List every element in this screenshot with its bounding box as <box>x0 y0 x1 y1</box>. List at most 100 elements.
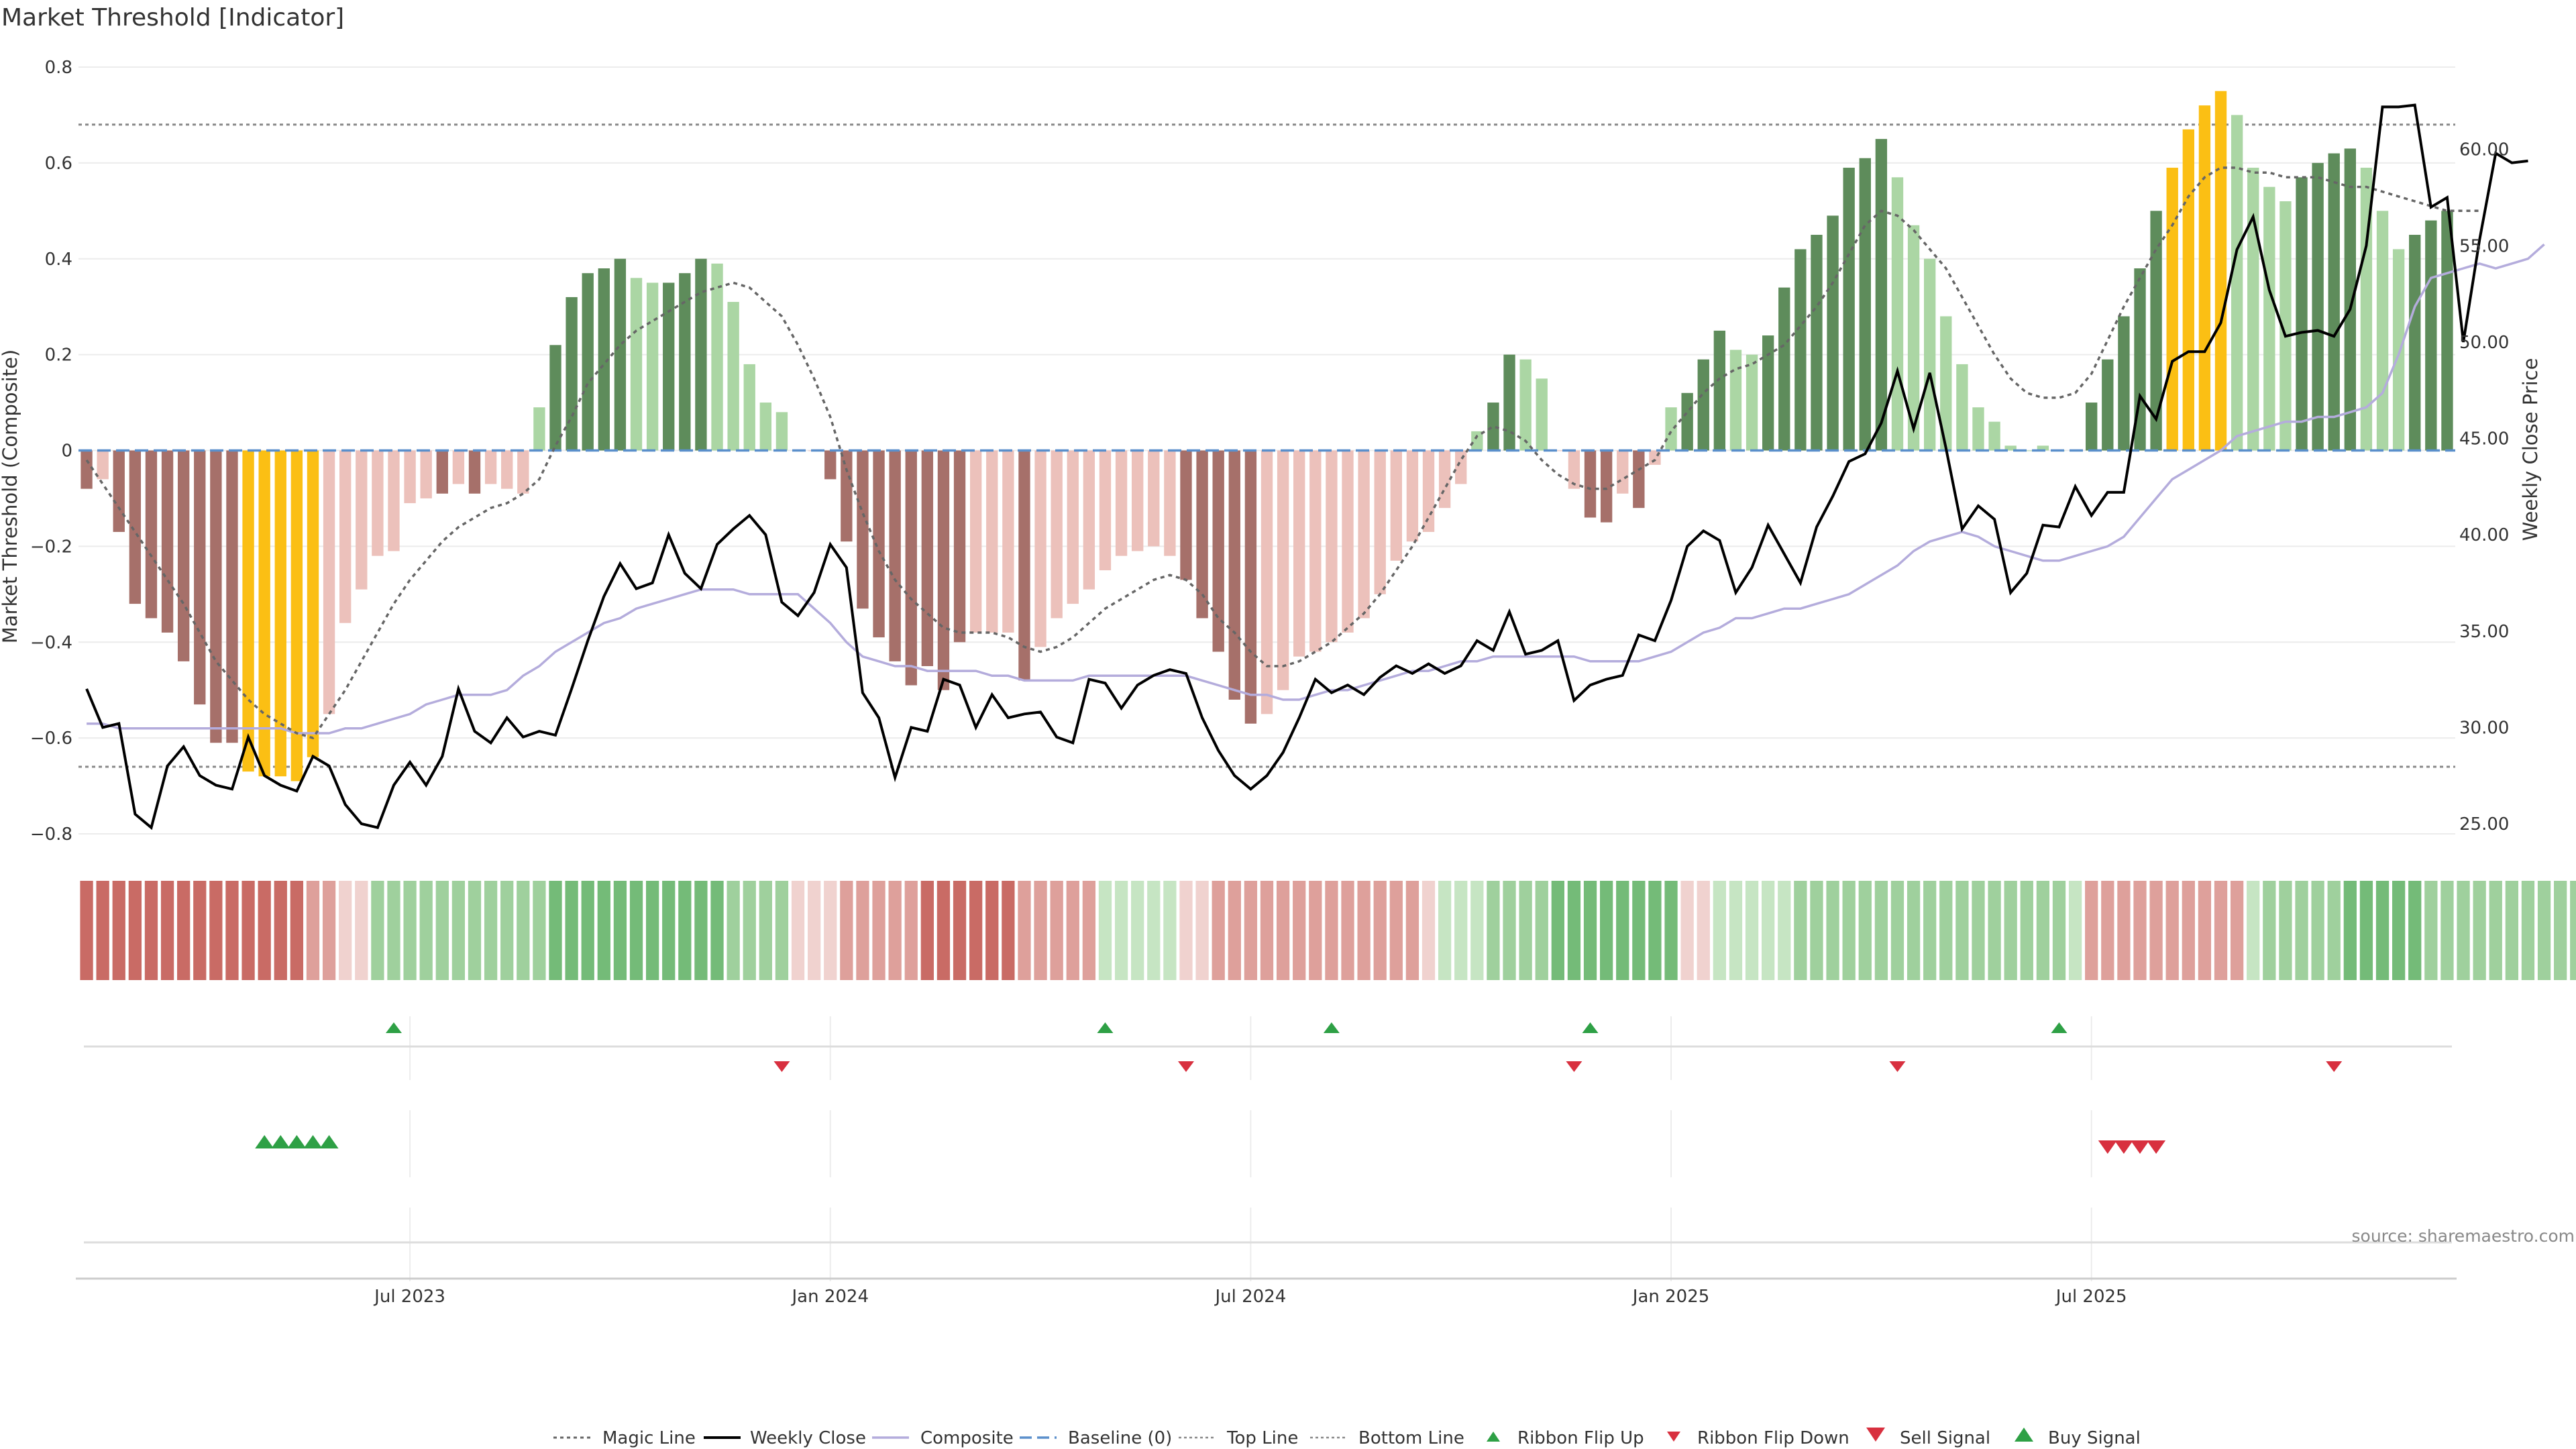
ribbon-cell <box>1697 881 1710 980</box>
threshold-bar <box>1260 450 1273 714</box>
left-tick-label: −0.6 <box>30 729 72 749</box>
threshold-bar <box>598 268 610 451</box>
threshold-bar <box>1083 450 1095 590</box>
threshold-bar <box>484 450 497 484</box>
threshold-bar <box>307 450 319 757</box>
ribbon-cell <box>2198 881 2212 980</box>
ribbon-cell <box>2247 881 2260 980</box>
ribbon-cell <box>435 881 449 980</box>
threshold-bar <box>1196 450 1208 619</box>
threshold-bar <box>2263 186 2275 451</box>
ribbon-cell <box>1858 881 1872 980</box>
threshold-bar <box>2344 148 2357 451</box>
ribbon-cell <box>565 881 578 980</box>
ribbon-cell <box>1293 881 1306 980</box>
threshold-bar <box>145 450 158 619</box>
ribbon-cell <box>2149 881 2163 980</box>
ribbon-cell <box>258 881 271 980</box>
threshold-bar <box>468 450 481 494</box>
threshold-bar <box>937 450 950 690</box>
buy-signal-marker <box>271 1135 290 1148</box>
ribbon-cell <box>581 881 594 980</box>
threshold-bar <box>1827 215 1839 451</box>
threshold-bar <box>2118 316 2130 451</box>
threshold-bar <box>646 282 659 451</box>
threshold-bar <box>2441 211 2453 451</box>
ribbon-cell <box>339 881 352 980</box>
ribbon-cell <box>985 881 999 980</box>
x-tick-label: Jul 2023 <box>373 1287 445 1307</box>
threshold-bar <box>372 450 384 556</box>
ribbon-cell <box>1600 881 1613 980</box>
threshold-bars <box>80 91 2453 782</box>
ribbon-cell <box>645 881 659 980</box>
threshold-bar <box>1940 316 1952 451</box>
ribbon-cell <box>2052 881 2066 980</box>
ribbon-cell <box>2085 881 2098 980</box>
ribbon-cell <box>2101 881 2114 980</box>
threshold-bar <box>1956 364 1968 451</box>
ribbon-cell <box>2375 881 2390 980</box>
legend-label: Baseline (0) <box>1068 1428 1172 1448</box>
threshold-bar <box>1244 450 1257 724</box>
ribbon-cell <box>1179 881 1193 980</box>
legend-label: Buy Signal <box>2048 1428 2141 1448</box>
threshold-bar <box>1811 235 1823 451</box>
ribbon-cell <box>2036 881 2050 980</box>
threshold-bar <box>2296 177 2308 451</box>
threshold-bar <box>388 450 400 551</box>
threshold-bar <box>2182 129 2194 451</box>
right-tick-label: 45.00 <box>2459 429 2509 449</box>
threshold-bar <box>2214 91 2227 451</box>
threshold-bar <box>113 450 125 532</box>
threshold-bar <box>759 402 772 451</box>
ribbon-cell <box>2554 881 2567 980</box>
ribbon-cell <box>2440 881 2454 980</box>
ribbon-cell <box>1018 881 1031 980</box>
left-tick-label: −0.4 <box>30 633 72 653</box>
threshold-bar <box>420 450 432 498</box>
signal-panel <box>84 1135 2452 1244</box>
composite-line <box>87 243 2545 735</box>
threshold-bar <box>566 297 578 451</box>
ribbon-cell <box>1082 881 1096 980</box>
threshold-bar <box>775 412 788 451</box>
ribbon-cell <box>1745 881 1759 980</box>
threshold-bar <box>986 450 998 633</box>
ribbon-cell <box>2537 881 2551 980</box>
ribbon-cell <box>1551 881 1564 980</box>
threshold-bar <box>1891 177 1904 451</box>
ribbon-cell <box>1810 881 1823 980</box>
ribbon-cell <box>694 881 708 980</box>
ribbon-flip-up-marker <box>385 1022 402 1033</box>
ribbon-flip-up-marker <box>2051 1022 2068 1033</box>
ribbon-cell <box>2521 881 2535 980</box>
threshold-bar <box>614 258 627 451</box>
left-tick-label: −0.2 <box>30 537 72 557</box>
threshold-bar <box>1875 139 1888 451</box>
ribbon-cell <box>290 881 304 980</box>
ribbon-cell <box>2311 881 2324 980</box>
threshold-bar <box>969 450 982 633</box>
threshold-bar <box>97 450 109 480</box>
threshold-bar <box>226 450 238 743</box>
ribbon-cell <box>662 881 676 980</box>
threshold-bar <box>1503 354 1515 451</box>
threshold-bar <box>1762 335 1774 451</box>
ribbon-cell <box>1874 881 1888 980</box>
threshold-bar <box>921 450 934 666</box>
threshold-bar <box>2328 153 2340 451</box>
threshold-bar <box>290 450 303 782</box>
threshold-bar <box>1309 450 1322 652</box>
ribbon-cell <box>1405 881 1419 980</box>
ribbon-cell <box>112 881 125 980</box>
ribbon-cell <box>1034 881 1047 980</box>
threshold-bar <box>517 450 529 494</box>
threshold-bar <box>339 450 352 623</box>
buy-signal-marker <box>319 1135 339 1148</box>
ribbon-cell <box>2343 881 2357 980</box>
x-axis: Jul 2023 Jan 2024 Jul 2024 Jan 2025 Jul 2025 <box>76 1277 2457 1307</box>
ribbon-cell <box>1680 881 1694 980</box>
ribbon-cell <box>969 881 983 980</box>
ribbon-cell <box>775 881 789 980</box>
